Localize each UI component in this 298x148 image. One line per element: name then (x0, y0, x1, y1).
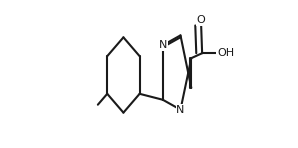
Text: N: N (159, 40, 167, 50)
Text: N: N (176, 105, 185, 115)
Text: OH: OH (217, 48, 234, 58)
Text: O: O (197, 15, 206, 25)
